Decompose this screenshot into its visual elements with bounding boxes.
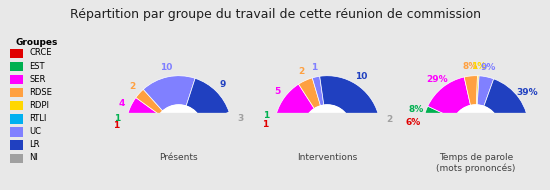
Text: Groupes: Groupes — [15, 38, 58, 47]
Text: 2: 2 — [298, 67, 304, 76]
Text: NI: NI — [29, 153, 38, 162]
Text: 8%: 8% — [462, 62, 477, 71]
Text: 1: 1 — [113, 121, 119, 130]
Wedge shape — [143, 76, 195, 111]
FancyBboxPatch shape — [396, 113, 550, 190]
Wedge shape — [428, 77, 471, 119]
Wedge shape — [201, 112, 232, 129]
Text: 8%: 8% — [409, 105, 424, 114]
Wedge shape — [186, 78, 229, 121]
Wedge shape — [126, 118, 156, 126]
Text: 39%: 39% — [516, 88, 538, 97]
Text: 2: 2 — [129, 82, 135, 91]
Bar — [10, 88, 23, 97]
Wedge shape — [476, 76, 479, 105]
Text: Répartition par groupe du travail de cette réunion de commission: Répartition par groupe du travail de cet… — [69, 8, 481, 21]
Text: 1%: 1% — [471, 62, 486, 71]
Bar — [10, 154, 23, 163]
Bar — [10, 114, 23, 124]
Text: 1: 1 — [311, 63, 317, 72]
Wedge shape — [320, 76, 378, 122]
Text: RDSE: RDSE — [29, 88, 52, 97]
Wedge shape — [274, 121, 304, 129]
Circle shape — [155, 105, 202, 153]
Text: 9: 9 — [220, 80, 226, 89]
Text: SER: SER — [29, 75, 46, 84]
Bar — [10, 127, 23, 137]
Text: LR: LR — [29, 140, 40, 149]
Text: 5: 5 — [274, 87, 280, 96]
Wedge shape — [126, 123, 155, 129]
FancyBboxPatch shape — [99, 113, 258, 190]
Bar — [10, 101, 23, 110]
Wedge shape — [484, 79, 529, 129]
Text: 3: 3 — [238, 114, 244, 124]
Wedge shape — [299, 78, 321, 109]
Text: 9%: 9% — [481, 63, 496, 72]
Wedge shape — [127, 98, 160, 124]
Text: 10: 10 — [160, 63, 172, 72]
Wedge shape — [136, 89, 163, 115]
Wedge shape — [275, 114, 304, 125]
Circle shape — [304, 105, 351, 153]
Text: 2: 2 — [386, 115, 392, 124]
Text: CRCE: CRCE — [29, 48, 52, 57]
Wedge shape — [423, 119, 452, 129]
Text: 10: 10 — [355, 72, 367, 81]
Wedge shape — [312, 76, 324, 106]
Text: 6%: 6% — [406, 118, 421, 127]
Text: RDPI: RDPI — [29, 101, 50, 110]
Text: RTLI: RTLI — [29, 114, 47, 123]
Text: EST: EST — [29, 62, 45, 70]
Bar — [10, 75, 23, 84]
Bar — [10, 49, 23, 58]
Text: 29%: 29% — [426, 75, 448, 84]
FancyBboxPatch shape — [248, 113, 407, 190]
Text: Présents: Présents — [160, 153, 198, 162]
Text: Interventions: Interventions — [297, 153, 358, 162]
Wedge shape — [477, 76, 494, 106]
Wedge shape — [350, 114, 380, 129]
Wedge shape — [464, 76, 477, 105]
Wedge shape — [276, 84, 315, 122]
Wedge shape — [424, 106, 454, 124]
Text: 1: 1 — [114, 114, 120, 124]
Text: Temps de parole
(mots prononcés): Temps de parole (mots prononcés) — [436, 153, 515, 173]
Text: 1: 1 — [262, 120, 268, 129]
Text: 4: 4 — [118, 99, 125, 108]
Circle shape — [452, 105, 499, 153]
Text: 1: 1 — [263, 111, 269, 120]
Text: UC: UC — [29, 127, 41, 136]
Bar — [10, 62, 23, 71]
Bar — [10, 140, 23, 150]
